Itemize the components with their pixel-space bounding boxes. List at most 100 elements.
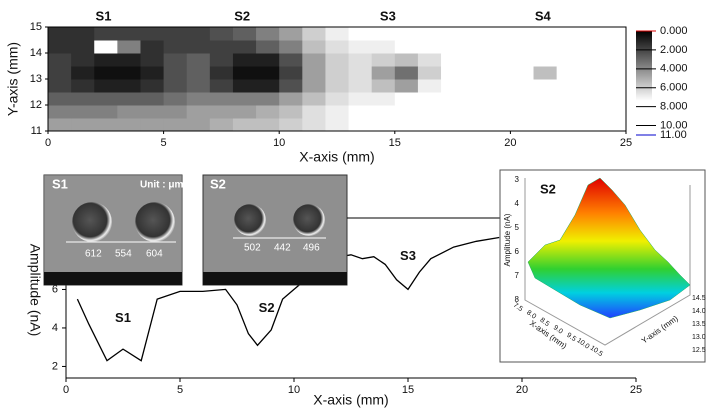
x-tick-label: 15: [389, 137, 401, 149]
y-tick-label: 13: [30, 73, 42, 85]
heat-cell: [417, 66, 442, 80]
y-tick-label: 14.0: [692, 308, 706, 315]
heat-cell: [348, 66, 373, 80]
y-tick-label: 2: [52, 360, 58, 372]
heat-cell: [579, 118, 604, 132]
sem-hole: [234, 204, 266, 236]
heat-cell: [533, 118, 558, 132]
z-tick-label: 7: [515, 271, 520, 280]
heat-cell: [186, 105, 211, 119]
heat-cell: [302, 118, 326, 132]
heat-cell: [487, 92, 511, 106]
z-tick-label: 4: [515, 199, 520, 208]
heat-cell: [556, 40, 581, 54]
heat-cell: [510, 53, 535, 67]
heat-cell: [579, 40, 604, 54]
peak-label: S3: [400, 248, 416, 263]
heat-cell: [487, 66, 511, 80]
z-axis-label: Amplitude (nA): [503, 213, 512, 266]
heat-cell: [417, 92, 442, 106]
heat-cell: [533, 53, 558, 67]
x-tick-label: 9.0: [552, 324, 564, 335]
heat-cell: [232, 105, 257, 119]
spot-label: S1: [96, 8, 112, 23]
peak-label: S1: [115, 310, 131, 325]
heat-cell: [556, 92, 581, 106]
y-tick-label: 14.5: [692, 295, 706, 302]
x-tick-label: 10: [273, 137, 285, 149]
heat-cell: [302, 105, 326, 119]
heat-cell: [279, 79, 303, 93]
heat-cell: [533, 79, 558, 93]
sem-image: [202, 174, 348, 286]
x-tick-label: 20: [504, 137, 516, 149]
heat-cell: [487, 40, 511, 54]
surface: [527, 177, 691, 319]
y-tick-label: 13.0: [692, 334, 706, 341]
y-tick-label: 12: [30, 99, 42, 111]
heat-cell: [256, 105, 280, 119]
heat-cell: [579, 79, 604, 93]
heat-cell: [279, 66, 303, 80]
heat-cell: [71, 27, 95, 41]
colorbar-label: 6.000: [660, 82, 688, 94]
heat-cell: [579, 66, 604, 80]
heat-cell: [302, 79, 326, 93]
heat-cell: [48, 79, 72, 93]
heat-cell: [232, 53, 257, 67]
y-tick-label: 4: [52, 322, 58, 334]
colorbar: [636, 31, 652, 127]
heat-cell: [256, 118, 280, 132]
heat-cell: [256, 92, 280, 106]
colorbar-label: 0.000: [660, 25, 688, 37]
heat-cell: [163, 27, 188, 41]
sem-hole: [293, 204, 325, 236]
heat-cell: [302, 40, 326, 54]
heat-cell: [94, 27, 118, 41]
x-tick-label: 7.5: [512, 302, 524, 313]
heat-cell: [48, 66, 72, 80]
y-tick-label: 6: [52, 283, 58, 295]
heat-cell: [140, 40, 165, 54]
heat-cell: [186, 92, 211, 106]
heat-cell: [371, 105, 396, 119]
heat-cell: [441, 105, 465, 119]
heat-cell: [394, 92, 419, 106]
dimension-label: 502: [244, 243, 261, 254]
heat-cell: [417, 118, 442, 132]
heat-cell: [417, 27, 442, 41]
heat-cell: [533, 27, 558, 41]
heat-cell: [602, 66, 627, 80]
colorbar-label: 11.00: [660, 129, 687, 141]
heat-cell: [71, 40, 95, 54]
heat-cell: [209, 66, 234, 80]
x-axis-label: X-axis (mm): [299, 149, 374, 165]
colorbar-label: 8.000: [660, 101, 688, 113]
heat-cell: [602, 92, 627, 106]
heat-cell: [256, 79, 280, 93]
sem-label: S2: [210, 176, 226, 191]
x-tick-label: 5: [161, 137, 167, 149]
heat-cell: [602, 118, 627, 132]
heat-cell: [209, 40, 234, 54]
heat-cell: [94, 105, 118, 119]
heat-cell: [510, 66, 535, 80]
heat-cell: [579, 105, 604, 119]
colorbar-label: 2.000: [660, 44, 688, 56]
heat-cell: [510, 40, 535, 54]
heat-cell: [441, 27, 465, 41]
heat-cell: [487, 79, 511, 93]
heat-cell: [464, 92, 488, 106]
heat-cell: [48, 40, 72, 54]
heat-cell: [417, 40, 442, 54]
heat-cell: [441, 66, 465, 80]
spot-label: S2: [234, 8, 250, 23]
heat-cell: [71, 92, 95, 106]
x-tick-label: 25: [630, 384, 642, 396]
heat-cell: [348, 92, 373, 106]
heat-cell: [325, 105, 350, 119]
heat-cell: [417, 79, 442, 93]
heat-cell: [117, 105, 141, 119]
heat-cell: [71, 105, 95, 119]
heat-cell: [140, 118, 165, 132]
